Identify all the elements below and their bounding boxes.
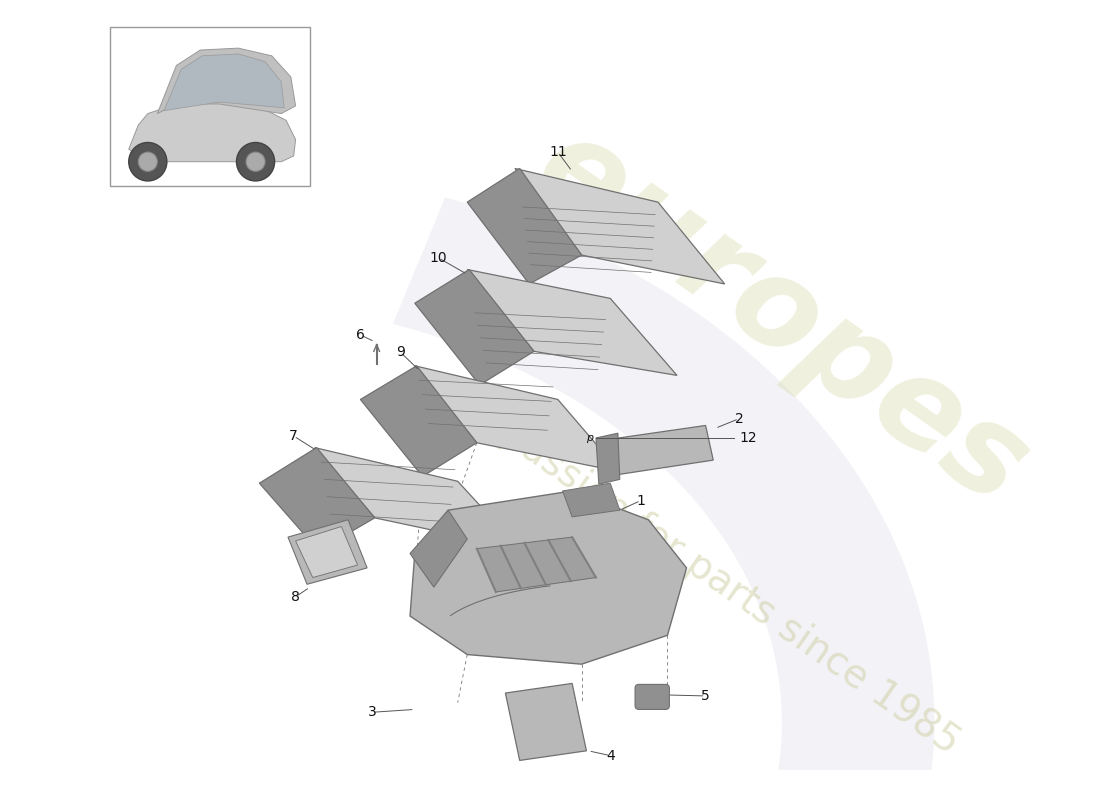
Text: 12: 12 [739,431,757,445]
Polygon shape [598,426,713,477]
Text: 3: 3 [367,706,376,719]
Text: 6: 6 [356,328,365,342]
Circle shape [246,152,265,171]
Text: 8: 8 [292,590,300,604]
Polygon shape [415,270,534,385]
Circle shape [236,142,275,181]
Polygon shape [468,270,676,375]
Polygon shape [505,683,586,761]
Text: a passion for parts since 1985: a passion for parts since 1985 [464,394,967,762]
Polygon shape [415,366,619,472]
Text: 10: 10 [430,251,448,265]
Polygon shape [476,537,596,592]
Polygon shape [296,526,358,578]
Polygon shape [596,433,619,484]
Text: 9: 9 [396,346,405,359]
Circle shape [139,152,157,171]
Polygon shape [410,491,686,664]
Polygon shape [315,447,519,549]
Polygon shape [129,101,296,162]
Polygon shape [393,198,935,800]
Text: 4: 4 [606,749,615,762]
Polygon shape [164,54,284,110]
Polygon shape [562,483,619,517]
Polygon shape [260,447,375,550]
Polygon shape [288,520,367,584]
FancyBboxPatch shape [635,684,670,710]
Text: 1: 1 [636,494,646,507]
Text: 2: 2 [735,412,744,426]
Polygon shape [515,169,725,284]
Text: 11: 11 [549,145,566,159]
Bar [110,27,310,186]
Text: europes: europes [514,105,1050,530]
Text: p: p [586,433,593,443]
Polygon shape [157,48,296,114]
Polygon shape [361,366,476,477]
Polygon shape [410,510,468,587]
Circle shape [129,142,167,181]
Text: 5: 5 [701,689,710,703]
Text: 7: 7 [289,429,298,443]
Polygon shape [468,169,582,284]
